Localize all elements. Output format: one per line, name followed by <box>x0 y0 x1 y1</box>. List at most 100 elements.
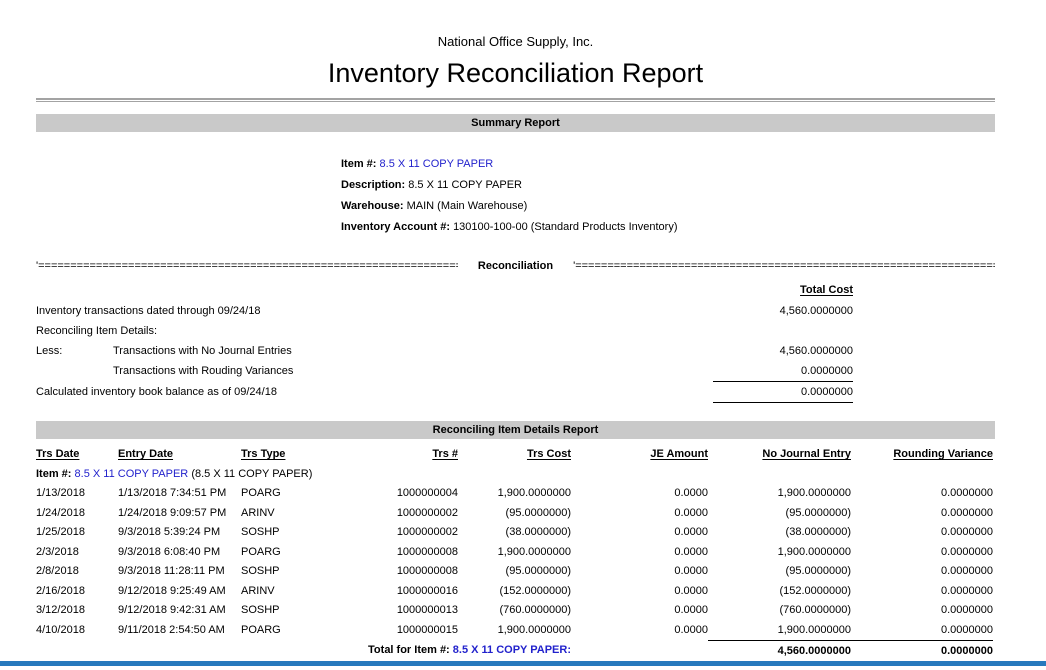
table-cell: 9/3/2018 6:08:40 PM <box>118 545 221 558</box>
table-row: 1/24/2018 1/24/2018 9:09:57 PM ARINV 100000… <box>36 504 995 524</box>
column-header-label: Entry Date <box>118 448 174 460</box>
table-cell: 1,900.0000000 <box>497 545 571 558</box>
table-cell: 0.0000000 <box>941 565 993 577</box>
item-number-label: Item #: <box>341 158 377 170</box>
column-header-label: Trs Date <box>36 448 80 460</box>
table-cell: SOSHP <box>241 526 280 538</box>
table-cell: 1,900.0000000 <box>777 623 851 636</box>
table-cell: 0.0000000 <box>941 506 993 519</box>
table-cell: 1/24/2018 9:09:57 PM <box>118 506 227 519</box>
table-cell: POARG <box>241 487 281 499</box>
description-value: 8.5 X 11 COPY PAPER <box>408 179 522 191</box>
table-cell: 4/10/2018 <box>36 623 85 636</box>
table-cell: 0.0000 <box>674 623 708 636</box>
company-name: National Office Supply, Inc. <box>437 34 594 49</box>
table-cell: 1,900.0000000 <box>497 487 571 499</box>
recon-row-sublabel: Transactions with Rouding Variances <box>113 365 294 377</box>
table-row: 4/10/2018 9/11/2018 2:54:50 AM POARG 100000… <box>36 621 995 641</box>
warehouse-line: Warehouse: MAIN (Main Warehouse) <box>341 196 995 217</box>
summary-report-bar-label: Summary Report <box>471 117 560 129</box>
recon-row-label-spacer <box>36 361 113 381</box>
recon-row-label: Less: <box>36 345 63 357</box>
column-header-label: JE Amount <box>650 448 708 460</box>
table-row: 1/25/2018 9/3/2018 5:39:24 PM SOSHP 1000000… <box>36 523 995 543</box>
item-summary-block: Item #: 8.5 X 11 COPY PAPER Description:… <box>341 154 995 238</box>
details-item-link[interactable]: 8.5 X 11 COPY PAPER <box>74 468 189 480</box>
summary-report-bar: Summary Report <box>36 114 995 132</box>
total-no-journal-entry: 4,560.0000000 <box>708 640 851 661</box>
table-cell: ARINV <box>241 506 275 519</box>
recon-row-label: Reconciling Item Details: <box>36 325 158 337</box>
total-rounding-variance: 0.0000000 <box>851 640 993 661</box>
table-cell: 0.0000 <box>674 487 708 499</box>
recon-row-rounding-variances: Transactions with Rouding Variances 0.00… <box>36 361 853 381</box>
inventory-account-line: Inventory Account #: 130100-100-00 (Stan… <box>341 217 995 238</box>
recon-row-label: Inventory transactions dated through 09/… <box>36 305 261 317</box>
inventory-account-label: Inventory Account #: <box>341 221 450 233</box>
table-cell: (38.0000000) <box>785 526 851 538</box>
column-header-trs-type: Trs Type <box>241 444 341 464</box>
subtotal-rule <box>713 381 853 382</box>
column-header-label: Trs Type <box>241 448 286 460</box>
table-cell: 1/25/2018 <box>36 526 85 538</box>
item-number-line: Item #: 8.5 X 11 COPY PAPER <box>341 154 995 175</box>
total-label-cell: Total for Item #: 8.5 X 11 COPY PAPER: <box>36 640 571 661</box>
total-item-link[interactable]: 8.5 X 11 COPY PAPER: <box>452 644 571 656</box>
table-cell: 9/12/2018 9:25:49 AM <box>118 584 226 597</box>
table-cell: (95.0000000) <box>505 565 571 577</box>
details-table-body: 1/13/2018 1/13/2018 7:34:51 PM POARG 100000… <box>36 484 995 640</box>
details-item-label: Item #: <box>36 468 72 480</box>
table-cell: 2/8/2018 <box>36 565 79 577</box>
recon-row-calculated-balance: Calculated inventory book balance as of … <box>36 382 853 402</box>
total-cost-column-header: Total Cost <box>800 284 853 296</box>
table-cell: SOSHP <box>241 565 280 577</box>
table-cell: (760.0000000) <box>499 604 571 616</box>
divider-line-right: '=======================================… <box>573 260 995 272</box>
recon-row-transactions-dated: Inventory transactions dated through 09/… <box>36 301 853 321</box>
table-cell: (152.0000000) <box>779 584 851 597</box>
divider-line-left: '=======================================… <box>36 260 458 272</box>
column-header-label: Rounding Variance <box>893 448 993 460</box>
table-cell: 0.0000000 <box>941 487 993 499</box>
details-item-suffix: (8.5 X 11 COPY PAPER) <box>191 468 313 480</box>
table-cell: 1,900.0000000 <box>497 623 571 636</box>
table-cell: 0.0000 <box>674 545 708 558</box>
column-header-rounding-variance: Rounding Variance <box>851 444 993 464</box>
recon-row-value: 0.0000000 <box>801 386 853 398</box>
table-cell: 9/12/2018 9:42:31 AM <box>118 604 226 616</box>
table-cell: 1/24/2018 <box>36 506 85 519</box>
table-cell: (38.0000000) <box>505 526 571 538</box>
item-number-link[interactable]: 8.5 X 11 COPY PAPER <box>379 158 494 170</box>
table-cell: 1000000008 <box>396 545 458 558</box>
total-label: Total for Item #: <box>368 644 450 656</box>
reconciliation-divider-title: Reconciliation <box>477 260 554 272</box>
bottom-edge-bar <box>0 661 1046 666</box>
recon-row-no-journal-entries: Less: Transactions with No Journal Entri… <box>36 341 853 361</box>
table-cell: (760.0000000) <box>779 604 851 616</box>
table-cell: (95.0000000) <box>505 506 571 519</box>
details-table-header: Trs Date Entry Date Trs Type Trs # Trs C… <box>36 444 995 464</box>
table-cell: (152.0000000) <box>499 584 571 597</box>
table-cell: 1000000013 <box>396 604 458 616</box>
details-item-line: Item #: 8.5 X 11 COPY PAPER (8.5 X 11 CO… <box>36 464 995 484</box>
title-divider-line <box>36 98 995 102</box>
table-cell: 1000000008 <box>396 565 458 577</box>
table-cell: 1000000004 <box>396 487 458 499</box>
description-label: Description: <box>341 179 406 191</box>
warehouse-label: Warehouse: <box>341 200 404 212</box>
reconciliation-section: Total Cost Inventory transactions dated … <box>36 280 853 403</box>
table-cell: 0.0000000 <box>941 604 993 616</box>
table-cell: 1,900.0000000 <box>777 545 851 558</box>
table-cell: 0.0000 <box>674 604 708 616</box>
table-cell: SOSHP <box>241 604 280 616</box>
table-cell: 0.0000 <box>674 565 708 577</box>
column-header-label: No Journal Entry <box>762 448 851 460</box>
table-cell: 0.0000000 <box>941 584 993 597</box>
table-cell: 0.0000000 <box>941 623 993 636</box>
details-report-bar: Reconciling Item Details Report <box>36 421 995 439</box>
column-header-label: Trs Cost <box>526 448 571 460</box>
recon-row-reconciling-item-details: Reconciling Item Details: <box>36 321 853 341</box>
column-header-trs-cost: Trs Cost <box>458 444 571 464</box>
table-cell: 0.0000000 <box>941 526 993 538</box>
